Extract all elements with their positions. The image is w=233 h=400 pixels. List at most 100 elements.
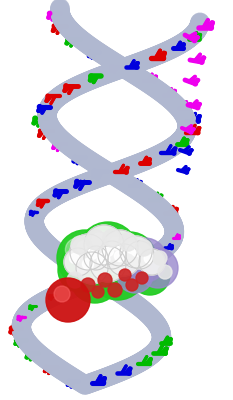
Circle shape — [172, 93, 176, 97]
Circle shape — [54, 286, 70, 302]
Circle shape — [110, 65, 114, 68]
Circle shape — [86, 230, 106, 250]
Circle shape — [187, 106, 191, 110]
Circle shape — [117, 257, 153, 293]
Circle shape — [192, 38, 197, 43]
Circle shape — [126, 241, 154, 269]
Circle shape — [153, 257, 156, 260]
Circle shape — [126, 279, 138, 291]
Circle shape — [196, 119, 200, 123]
Circle shape — [98, 241, 126, 269]
Circle shape — [123, 238, 167, 282]
Circle shape — [80, 242, 120, 282]
Circle shape — [103, 243, 147, 287]
Circle shape — [92, 286, 104, 298]
Circle shape — [38, 104, 42, 109]
Circle shape — [197, 36, 201, 41]
Circle shape — [125, 250, 142, 267]
Circle shape — [67, 379, 71, 383]
Circle shape — [114, 250, 126, 262]
Circle shape — [65, 254, 82, 272]
Circle shape — [65, 238, 88, 261]
Circle shape — [78, 260, 97, 280]
Circle shape — [132, 246, 141, 256]
Circle shape — [110, 250, 127, 267]
Circle shape — [66, 36, 70, 41]
Circle shape — [88, 50, 92, 55]
Circle shape — [48, 11, 52, 16]
Circle shape — [64, 248, 92, 276]
Circle shape — [124, 170, 128, 174]
Circle shape — [84, 225, 124, 265]
Circle shape — [52, 24, 56, 28]
Circle shape — [130, 255, 170, 295]
Circle shape — [81, 278, 95, 292]
Circle shape — [138, 248, 178, 288]
Circle shape — [189, 130, 193, 134]
Circle shape — [89, 251, 97, 259]
Circle shape — [107, 276, 110, 279]
Circle shape — [119, 269, 131, 281]
Circle shape — [119, 233, 137, 251]
Circle shape — [92, 233, 106, 247]
Circle shape — [126, 242, 138, 254]
Circle shape — [78, 222, 138, 282]
Circle shape — [70, 253, 120, 303]
Circle shape — [37, 199, 41, 203]
Circle shape — [72, 285, 74, 288]
Circle shape — [188, 152, 191, 155]
Circle shape — [112, 240, 133, 261]
Circle shape — [46, 94, 50, 98]
Circle shape — [135, 65, 139, 69]
Circle shape — [170, 246, 173, 250]
Circle shape — [9, 326, 14, 331]
Circle shape — [163, 351, 167, 355]
Circle shape — [196, 131, 200, 135]
Circle shape — [87, 231, 111, 255]
Circle shape — [82, 258, 94, 270]
Circle shape — [101, 380, 106, 385]
Circle shape — [193, 82, 197, 86]
Circle shape — [98, 273, 112, 287]
Circle shape — [109, 237, 122, 250]
Circle shape — [89, 74, 94, 79]
Circle shape — [73, 155, 77, 160]
Circle shape — [38, 129, 42, 133]
Circle shape — [178, 236, 180, 239]
Circle shape — [53, 142, 56, 145]
Circle shape — [26, 351, 30, 355]
Circle shape — [98, 252, 121, 275]
Circle shape — [108, 244, 140, 276]
Circle shape — [158, 265, 172, 279]
Circle shape — [86, 248, 102, 264]
Circle shape — [118, 243, 162, 287]
Circle shape — [90, 244, 146, 300]
Circle shape — [136, 272, 148, 284]
Circle shape — [139, 249, 165, 275]
Circle shape — [33, 116, 37, 121]
Circle shape — [57, 230, 113, 286]
Circle shape — [200, 60, 204, 64]
Circle shape — [64, 84, 68, 88]
Circle shape — [185, 170, 188, 174]
Circle shape — [127, 371, 131, 375]
Circle shape — [70, 254, 79, 264]
Circle shape — [168, 341, 172, 345]
Circle shape — [148, 362, 151, 365]
Circle shape — [158, 198, 162, 202]
Circle shape — [30, 210, 32, 213]
Circle shape — [209, 25, 213, 30]
Circle shape — [104, 232, 156, 284]
Circle shape — [84, 246, 108, 270]
Circle shape — [172, 152, 176, 155]
Circle shape — [108, 283, 122, 297]
Circle shape — [184, 142, 188, 146]
Circle shape — [103, 229, 121, 247]
Circle shape — [153, 251, 167, 265]
Circle shape — [77, 241, 90, 254]
Circle shape — [147, 161, 151, 165]
Circle shape — [180, 46, 185, 50]
Circle shape — [153, 79, 157, 83]
Circle shape — [136, 261, 152, 277]
Circle shape — [161, 56, 165, 60]
